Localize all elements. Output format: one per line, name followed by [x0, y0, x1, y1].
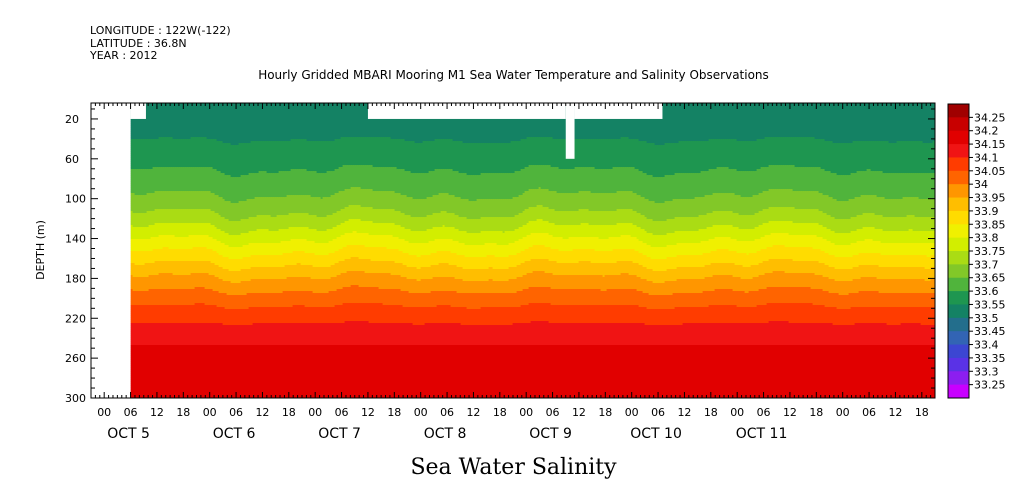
- colorbar-label: 34.1: [974, 151, 999, 164]
- colorbar-swatch: [948, 131, 969, 145]
- y-tick-label: 300: [65, 392, 86, 405]
- x-hour-label: 06: [757, 406, 771, 419]
- colorbar-label: 33.35: [974, 352, 1006, 365]
- data-gap: [368, 103, 566, 119]
- colorbar-swatch: [948, 264, 969, 278]
- x-hour-label: 12: [150, 406, 164, 419]
- colorbar-label: 34: [974, 178, 988, 191]
- x-hour-label: 00: [836, 406, 850, 419]
- x-hour-label: 18: [493, 406, 507, 419]
- colorbar-swatch: [948, 251, 969, 265]
- colorbar-label: 34.15: [974, 138, 1006, 151]
- x-hour-label: 12: [677, 406, 691, 419]
- x-hour-label: 12: [888, 406, 902, 419]
- colorbar-swatch: [948, 371, 969, 385]
- colorbar-swatch: [948, 224, 969, 238]
- colorbar-label: 34.2: [974, 125, 999, 138]
- colorbar-swatch: [948, 157, 969, 171]
- x-day-label: OCT 8: [424, 426, 467, 442]
- y-tick-label: 60: [65, 153, 79, 166]
- x-hour-label: 12: [466, 406, 480, 419]
- data-gap: [566, 103, 575, 159]
- colorbar-label: 33.4: [974, 339, 999, 352]
- colorbar-swatch: [948, 184, 969, 198]
- y-tick-label: 220: [65, 312, 86, 325]
- variable-title: Sea Water Salinity: [0, 455, 1009, 480]
- x-day-label: OCT 11: [736, 426, 788, 442]
- x-hour-label: 00: [97, 406, 111, 419]
- x-hour-label: 12: [572, 406, 586, 419]
- x-hour-label: 00: [308, 406, 322, 419]
- x-hour-label: 06: [335, 406, 349, 419]
- x-hour-label: 12: [783, 406, 797, 419]
- colorbar-swatch: [948, 385, 969, 399]
- x-day-label: OCT 10: [630, 426, 682, 442]
- colorbar-label: 33.95: [974, 192, 1006, 205]
- x-hour-label: 06: [124, 406, 138, 419]
- colorbar-swatch: [948, 104, 969, 118]
- y-tick-label: 20: [65, 113, 79, 126]
- colorbar-label: 33.25: [974, 379, 1006, 392]
- colorbar-label: 33.8: [974, 232, 999, 245]
- colorbar-swatch: [948, 318, 969, 332]
- x-hour-label: 18: [282, 406, 296, 419]
- y-axis-label: DEPTH (m): [34, 220, 47, 280]
- colorbar: 34.2534.234.1534.134.053433.9533.933.853…: [948, 104, 1006, 399]
- x-hour-label: 06: [651, 406, 665, 419]
- colorbar-swatch: [948, 278, 969, 292]
- colorbar-swatch: [948, 304, 969, 318]
- colorbar-swatch: [948, 331, 969, 345]
- colorbar-label: 33.65: [974, 272, 1006, 285]
- colorbar-label: 33.7: [974, 258, 999, 271]
- x-hour-label: 18: [387, 406, 401, 419]
- colorbar-label: 33.5: [974, 312, 999, 325]
- colorbar-swatch: [948, 238, 969, 252]
- colorbar-label: 33.55: [974, 298, 1006, 311]
- x-hour-label: 00: [730, 406, 744, 419]
- colorbar-swatch: [948, 211, 969, 225]
- x-day-label: OCT 5: [107, 426, 150, 442]
- x-hour-label: 00: [625, 406, 639, 419]
- x-hour-label: 06: [546, 406, 560, 419]
- x-hour-label: 06: [440, 406, 454, 419]
- colorbar-label: 34.05: [974, 165, 1006, 178]
- colorbar-label: 34.25: [974, 111, 1006, 124]
- x-hour-label: 00: [203, 406, 217, 419]
- x-hour-label: 18: [915, 406, 929, 419]
- colorbar-swatch: [948, 291, 969, 305]
- y-tick-label: 100: [65, 193, 86, 206]
- x-day-label: OCT 6: [213, 426, 256, 442]
- x-day-label: OCT 7: [318, 426, 361, 442]
- colorbar-label: 33.9: [974, 205, 999, 218]
- x-hour-label: 18: [176, 406, 190, 419]
- x-hour-label: 18: [809, 406, 823, 419]
- x-day-label: OCT 9: [529, 426, 572, 442]
- colorbar-swatch: [948, 358, 969, 372]
- x-hour-label: 06: [862, 406, 876, 419]
- y-tick-label: 180: [65, 272, 86, 285]
- colorbar-label: 33.3: [974, 365, 999, 378]
- colorbar-swatch: [948, 198, 969, 212]
- colorbar-swatch: [948, 144, 969, 158]
- colorbar-swatch: [948, 117, 969, 131]
- x-hour-label: 18: [704, 406, 718, 419]
- colorbar-swatch: [948, 171, 969, 185]
- y-tick-label: 140: [65, 233, 86, 246]
- x-hour-label: 06: [229, 406, 243, 419]
- data-gap: [91, 103, 131, 398]
- y-tick-label: 260: [65, 352, 86, 365]
- colorbar-label: 33.75: [974, 245, 1006, 258]
- colorbar-label: 33.45: [974, 325, 1006, 338]
- x-hour-label: 00: [414, 406, 428, 419]
- x-hour-label: 12: [361, 406, 375, 419]
- colorbar-label: 33.6: [974, 285, 999, 298]
- colorbar-label: 33.85: [974, 218, 1006, 231]
- x-hour-label: 18: [598, 406, 612, 419]
- plot-area: [131, 103, 937, 399]
- colorbar-swatch: [948, 345, 969, 359]
- x-hour-label: 00: [519, 406, 533, 419]
- x-hour-label: 12: [255, 406, 269, 419]
